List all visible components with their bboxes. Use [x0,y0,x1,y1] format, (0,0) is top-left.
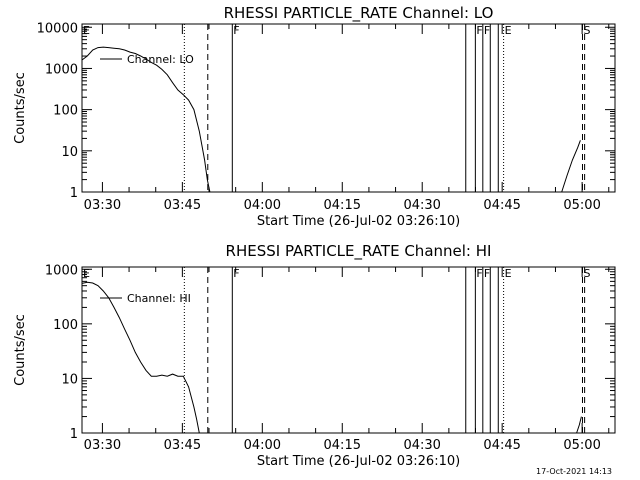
x-tick-label: 04:15 [324,438,361,453]
data-series-line [561,140,581,193]
event-marker-label: E [505,267,512,280]
generation-timestamp: 17-Oct-2021 14:13 [536,467,612,476]
chart-title: RHESSI PARTICLE_RATE Channel: LO [224,4,494,23]
y-axis-label: Counts/sec [13,314,28,386]
x-tick-label: 04:00 [244,438,281,453]
x-tick-label: 03:45 [164,438,201,453]
x-axis-label: Start Time (26-Jul-02 03:26:10) [257,454,460,469]
y-tick-label: 10 [61,372,78,387]
y-tick-label: 1000 [45,263,78,278]
x-tick-label: 03:45 [164,198,201,213]
y-axis-label: Counts/sec [13,72,28,144]
plot-panel-hi: RHESSI PARTICLE_RATE Channel: HI 1 10 100 10… [13,242,616,469]
event-marker-label: F [484,24,490,37]
plot-panel-lo: RHESSI PARTICLE_RATE Channel: LO 1 10 100 10… [13,4,616,229]
x-tick-label: 05:00 [563,198,600,213]
x-axis-label: Start Time (26-Jul-02 03:26:10) [257,214,460,229]
x-tick-label: 04:45 [483,198,520,213]
x-tick-label: 04:00 [244,198,281,213]
legend-label: Channel: LO [127,53,194,66]
data-series-line [81,281,200,434]
chart-title: RHESSI PARTICLE_RATE Channel: HI [226,242,492,261]
x-tick-label: 04:30 [403,198,440,213]
event-marker-label: F [476,267,482,280]
y-tick-label: 1 [70,427,78,442]
x-tick-label: 04:15 [324,198,361,213]
x-tick-label: 03:30 [84,438,121,453]
y-tick-label: 10000 [37,21,78,36]
event-marker-label: E [83,24,90,37]
event-marker-label: F [233,267,239,280]
y-tick-label: 10 [61,145,78,160]
data-series-line [576,416,582,434]
y-tick-label: 1 [70,186,78,201]
x-tick-label: 04:30 [403,438,440,453]
event-marker-label: E [505,24,512,37]
data-series-line [81,46,211,193]
y-tick-label: 100 [53,318,78,333]
y-tick-label: 1000 [45,62,78,77]
x-tick-label: 04:45 [483,438,520,453]
x-tick-label: 05:00 [563,438,600,453]
event-marker-label: S [583,267,590,280]
event-marker-label: F [484,267,490,280]
event-marker-label: F [476,24,482,37]
event-marker-label: E [83,267,90,280]
event-marker-label: F [233,24,239,37]
event-marker-label: S [583,24,590,37]
y-tick-label: 100 [53,104,78,119]
x-tick-label: 03:30 [84,198,121,213]
legend-label: Channel: HI [127,292,191,305]
